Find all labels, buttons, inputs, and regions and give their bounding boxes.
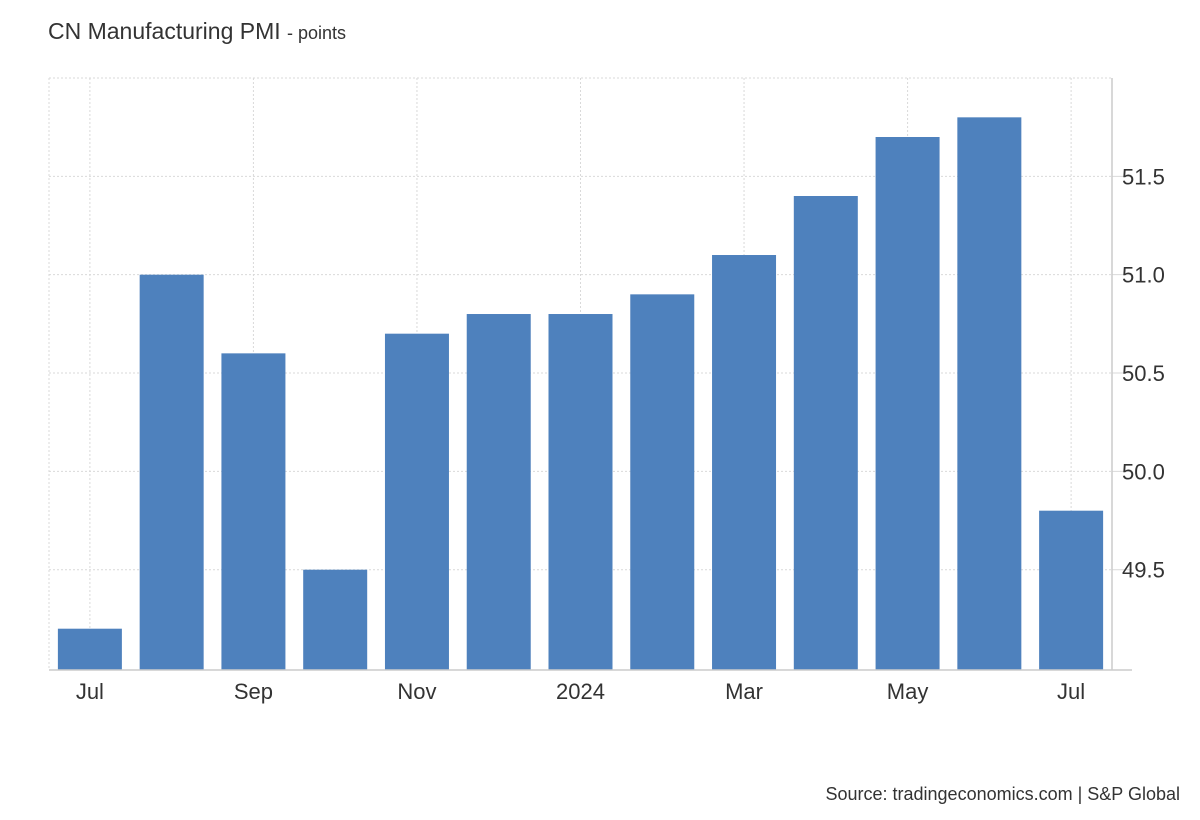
bar [139,274,204,670]
x-tick-label: Jul [1057,679,1085,704]
y-tick-label: 49.5 [1122,558,1165,583]
x-tick-label: Mar [725,679,763,704]
y-tick-label: 50.0 [1122,459,1165,484]
bar [221,353,286,670]
bar [957,117,1022,670]
bar [630,294,695,670]
bar [712,255,777,671]
x-tick-label: Jul [76,679,104,704]
chart-subtitle: - points [287,23,347,43]
y-tick-label: 50.5 [1122,361,1165,386]
bar [875,137,940,671]
x-tick-label: Sep [234,679,273,704]
chart-title: CN Manufacturing PMI [48,18,281,44]
bar [57,628,122,670]
chart-title-group: CN Manufacturing PMI - points [48,18,346,45]
x-tick-label: Nov [397,679,436,704]
bar [548,314,613,670]
x-tick-label: 2024 [556,679,605,704]
y-tick-label: 51.0 [1122,263,1165,288]
bar [1039,510,1104,670]
bar [384,333,449,670]
y-tick-label: 51.5 [1122,164,1165,189]
bar [466,314,531,670]
x-tick-label: May [887,679,929,704]
source-note: Source: tradingeconomics.com | S&P Globa… [825,784,1180,804]
bar [303,569,368,670]
bar [793,196,858,670]
